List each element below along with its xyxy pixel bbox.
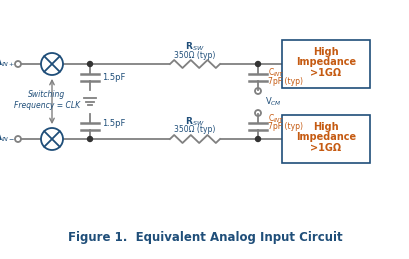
Circle shape (87, 136, 92, 141)
Text: Figure 1.  Equivalent Analog Input Circuit: Figure 1. Equivalent Analog Input Circui… (67, 231, 342, 243)
Text: A$_{IN+}$: A$_{IN+}$ (0, 57, 15, 69)
Text: >1GΩ: >1GΩ (310, 143, 341, 153)
Text: 7pF (typ): 7pF (typ) (267, 122, 302, 131)
Bar (281, 115, 369, 163)
Text: C$_{INT}$: C$_{INT}$ (267, 112, 284, 125)
Text: R$_{SW}$: R$_{SW}$ (185, 41, 204, 53)
Text: High: High (312, 47, 338, 57)
Circle shape (87, 61, 92, 67)
Text: Impedance: Impedance (295, 132, 355, 142)
Text: 7pF (typ): 7pF (typ) (267, 76, 302, 85)
Text: 1.5pF: 1.5pF (102, 119, 125, 128)
Text: 350Ω (typ): 350Ω (typ) (174, 126, 215, 134)
Text: High: High (312, 122, 338, 132)
Text: 350Ω (typ): 350Ω (typ) (174, 51, 215, 60)
Bar (281, 40, 369, 88)
Text: >1GΩ: >1GΩ (310, 68, 341, 78)
Text: 1.5pF: 1.5pF (102, 74, 125, 83)
Text: Impedance: Impedance (295, 57, 355, 67)
Text: V$_{CM}$: V$_{CM}$ (264, 96, 281, 108)
Circle shape (255, 136, 260, 141)
Text: A$_{IN-}$: A$_{IN-}$ (0, 132, 15, 144)
Text: R$_{SW}$: R$_{SW}$ (185, 116, 204, 128)
Circle shape (255, 61, 260, 67)
Text: C$_{INT}$: C$_{INT}$ (267, 67, 284, 79)
Text: Switching
Frequency = CLK: Switching Frequency = CLK (14, 90, 80, 110)
